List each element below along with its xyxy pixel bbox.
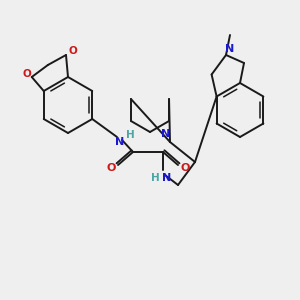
Text: H: H [126, 130, 134, 140]
Text: N: N [161, 129, 171, 139]
Text: N: N [116, 137, 124, 147]
Text: O: O [180, 163, 190, 173]
Text: N: N [225, 44, 235, 54]
Text: O: O [69, 46, 77, 56]
Text: H: H [151, 173, 159, 183]
Text: O: O [106, 163, 116, 173]
Text: N: N [162, 173, 172, 183]
Text: O: O [22, 69, 31, 79]
